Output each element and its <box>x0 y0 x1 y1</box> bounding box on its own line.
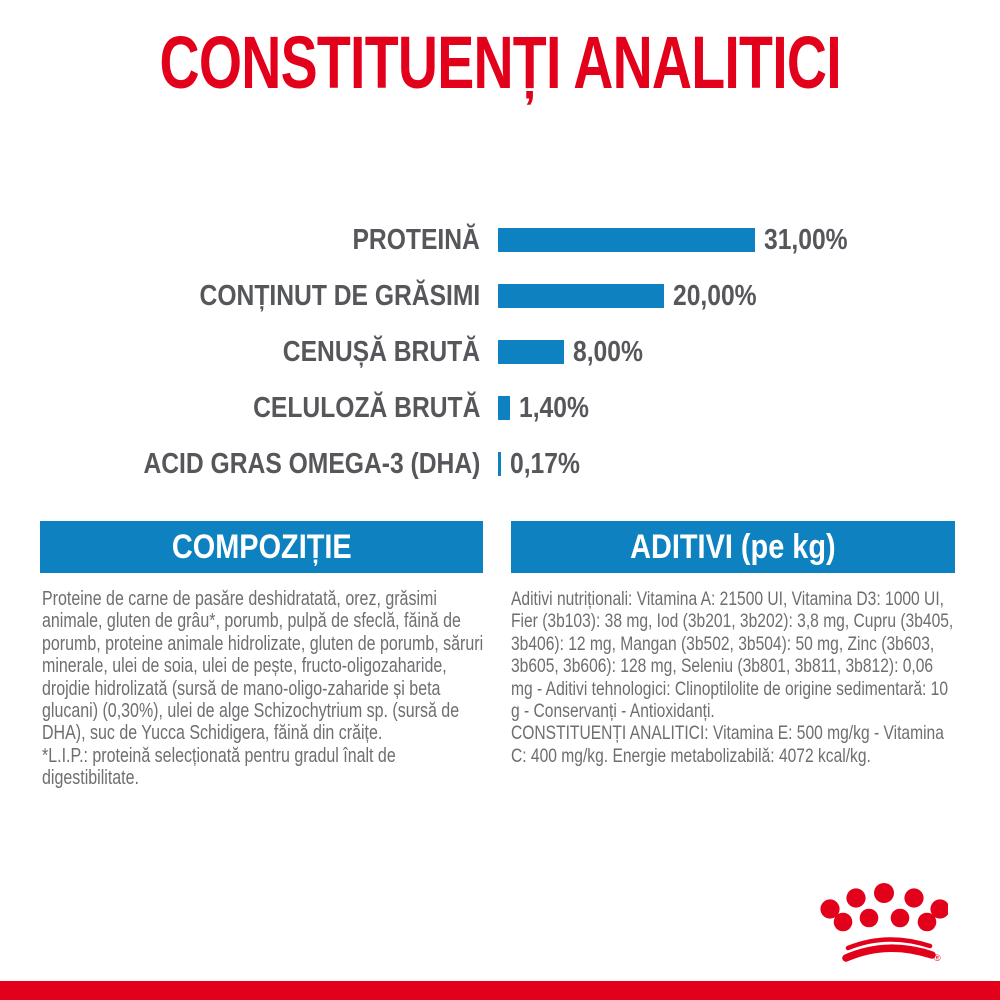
chart-row-label: ACID GRAS OMEGA-3 (DHA) <box>143 447 480 480</box>
chart-row-label: CONȚINUT DE GRĂSIMI <box>199 279 480 312</box>
chart-bar-value: 20,00% <box>673 279 757 312</box>
chart-row: CONȚINUT DE GRĂSIMI 20,00% <box>0 268 1000 324</box>
registered-mark: ® <box>934 953 941 963</box>
chart-row-label: CENUȘĂ BRUTĂ <box>282 335 480 368</box>
chart-row: PROTEINĂ 31,00% <box>0 212 1000 268</box>
additives-text-block: Aditivi nutriționali: Vitamina A: 21500 … <box>511 588 957 767</box>
chart-bar-value: 31,00% <box>764 223 848 256</box>
analytical-constituents-chart: PROTEINĂ 31,00% CONȚINUT DE GRĂSIMI 20,0… <box>0 212 1000 492</box>
chart-row: CELULOZĂ BRUTĂ 1,40% <box>0 380 1000 436</box>
chart-bar <box>498 396 510 420</box>
royal-canin-crown-logo: ® <box>818 882 948 967</box>
chart-bar-value: 8,00% <box>573 335 643 368</box>
chart-bar <box>498 452 501 476</box>
section-header-additives: ADITIVI (pe kg) <box>511 521 955 573</box>
composition-footnote: *L.I.P.: proteină selecționată pentru gr… <box>42 744 396 790</box>
page-title: CONSTITUENȚI ANALITICI <box>0 20 1000 104</box>
chart-bar <box>498 284 664 308</box>
section-header-composition-text: COMPOZIȚIE <box>171 527 352 566</box>
chart-bar-value: 1,40% <box>519 391 589 424</box>
chart-row-label: PROTEINĂ <box>352 223 480 256</box>
page-title-text: CONSTITUENȚI ANALITICI <box>159 20 841 104</box>
additives-body-text: Aditivi nutriționali: Vitamina A: 21500 … <box>511 588 954 723</box>
bottom-red-bar <box>0 981 1000 1000</box>
crown-icon: ® <box>820 883 948 963</box>
composition-body-text: Proteine de carne de pasăre deshidratată… <box>42 588 484 745</box>
additives-analytical-text: CONSTITUENȚI ANALITICI: Vitamina E: 500 … <box>511 722 944 767</box>
chart-row-label: CELULOZĂ BRUTĂ <box>252 391 480 424</box>
section-header-composition: COMPOZIȚIE <box>40 521 483 573</box>
chart-row: ACID GRAS OMEGA-3 (DHA) 0,17% <box>0 436 1000 492</box>
chart-bar <box>498 228 755 252</box>
chart-bar-value: 0,17% <box>510 447 580 480</box>
chart-row: CENUȘĂ BRUTĂ 8,00% <box>0 324 1000 380</box>
chart-bar <box>498 340 564 364</box>
section-header-additives-text: ADITIVI (pe kg) <box>630 527 836 566</box>
composition-text-block: Proteine de carne de pasăre deshidratată… <box>42 588 485 790</box>
